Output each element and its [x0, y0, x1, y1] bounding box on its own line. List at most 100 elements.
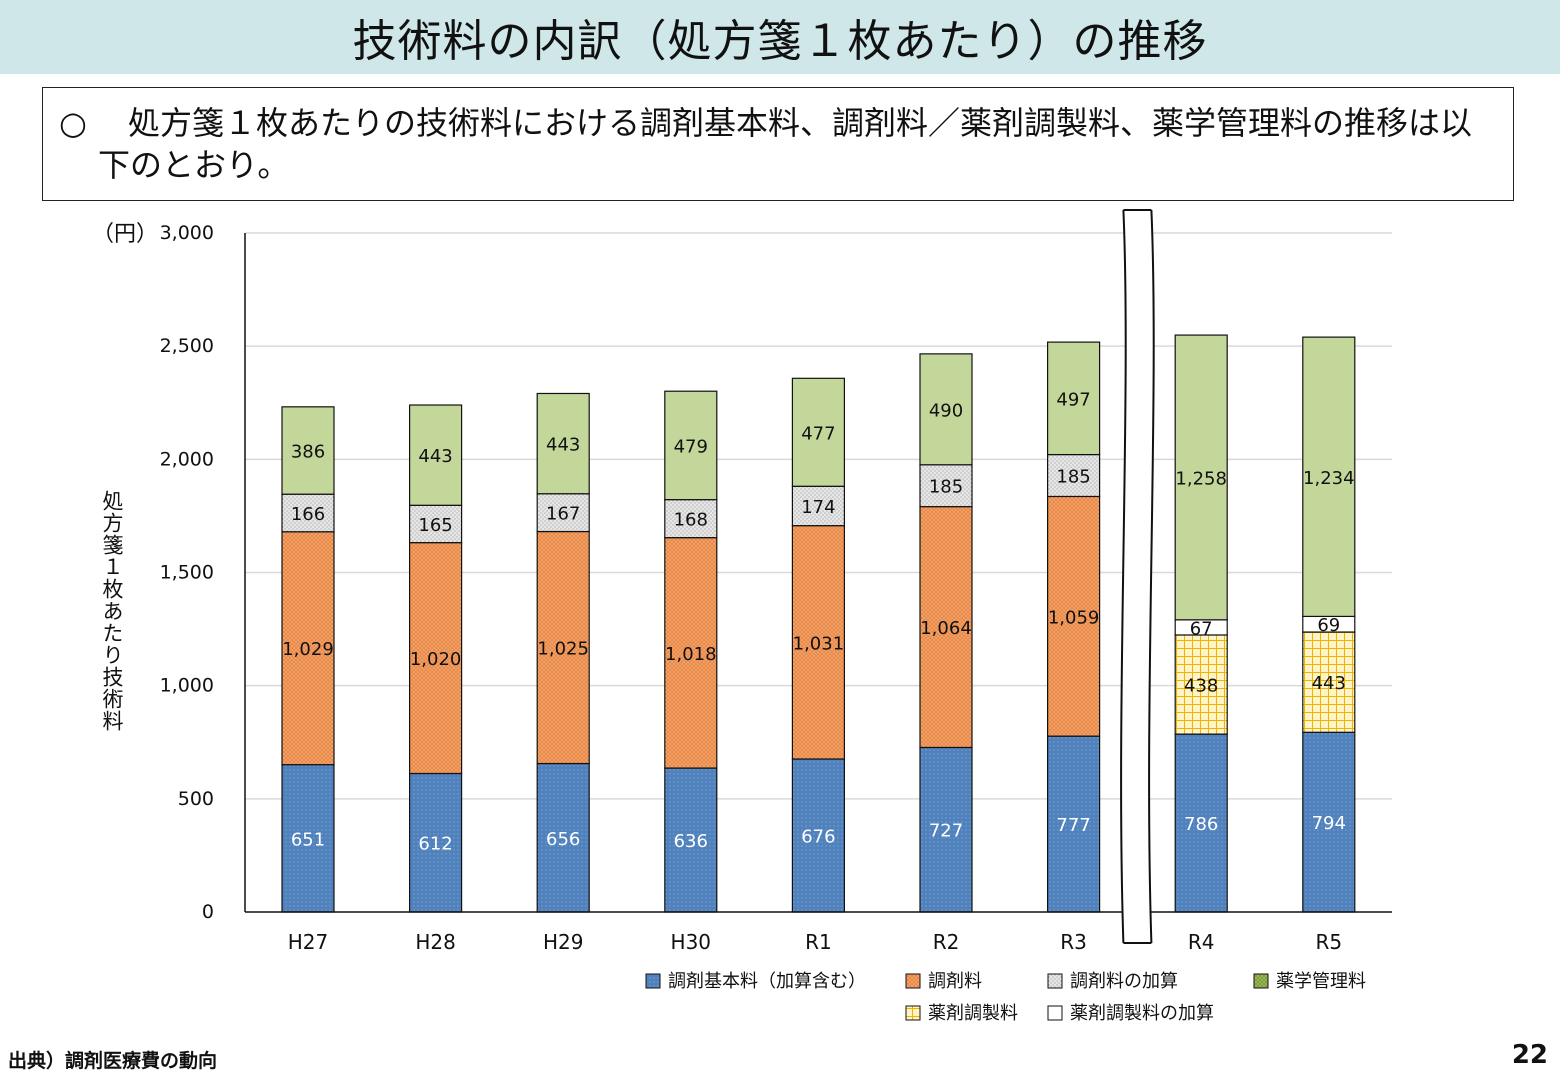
bar-mgmt-R5	[1302, 336, 1356, 618]
legend-swatch-dispensing_add	[1047, 973, 1063, 989]
x-tick-label: H29	[543, 930, 584, 954]
source-note: 出典）調剤医療費の動向	[8, 1050, 218, 1072]
data-label-dispensing-H29: 1,025	[537, 639, 589, 660]
bar-base-R4	[1174, 733, 1228, 913]
bar-dispensing-H30	[664, 537, 718, 769]
data-label-base-R5: 794	[1312, 813, 1346, 834]
data-label-base-H28: 612	[418, 834, 452, 855]
bullet-circle: ○	[59, 104, 87, 142]
data-label-mgmt-H27: 386	[291, 442, 325, 463]
data-label-dispensing_add-R3: 185	[1056, 467, 1090, 488]
legend-label-mgmt: 薬学管理料	[1276, 971, 1366, 992]
data-label-base-H29: 656	[546, 829, 580, 850]
stacked-bar-chart: 651 1,029 166 386 612 1,020 165 443 656 1,025 167 4…	[92, 209, 1392, 1024]
data-label-prep-R5: 443	[1312, 673, 1346, 694]
bar-base-R5	[1302, 731, 1356, 913]
data-label-dispensing-H28: 1,020	[410, 649, 462, 670]
data-label-base-H30: 636	[674, 831, 708, 852]
legend-swatch-prep_add	[1047, 1005, 1063, 1021]
legend-swatch-prep	[905, 1005, 921, 1021]
axis-break-band	[1121, 210, 1154, 943]
data-label-mgmt-R2: 490	[929, 400, 963, 421]
bar-base-R1	[791, 758, 846, 913]
bar-mgmt-R3	[1046, 341, 1101, 456]
y-tick-label: 1,000	[160, 675, 214, 697]
bar-base-R3	[1046, 735, 1101, 913]
data-label-base-R1: 676	[801, 826, 835, 847]
bar-dispensing_add-H28	[409, 504, 463, 544]
legend-label-dispensing_add: 調剤料の加算	[1070, 971, 1178, 992]
y-unit-label: （円）	[92, 222, 158, 247]
page-title: 技術料の内訳（処方箋１枚あたり）の推移	[352, 16, 1208, 67]
bar-base-H27	[281, 764, 335, 913]
axis-break-left-edge	[1120, 209, 1127, 944]
data-label-dispensing_add-H29: 167	[546, 504, 580, 525]
y-tick-label: 500	[178, 788, 214, 810]
bar-mgmt-R4	[1174, 334, 1228, 621]
data-label-dispensing_add-H30: 168	[674, 510, 708, 531]
x-tick-label: H27	[288, 930, 329, 954]
y-tick-label: 1,500	[160, 562, 214, 584]
bar-prep-R4	[1174, 634, 1228, 735]
bar-dispensing-R2	[919, 506, 973, 749]
data-label-mgmt-H29: 443	[546, 435, 580, 456]
data-label-mgmt-R4: 1,258	[1175, 468, 1227, 489]
bar-mgmt-R2	[919, 353, 973, 466]
legend-swatch-mgmt	[1253, 973, 1269, 989]
bar-dispensing-H28	[409, 542, 463, 775]
data-label-prep_add-R5: 69	[1317, 615, 1340, 636]
y-axis-title: 処方箋１枚あたり技術料	[100, 490, 124, 732]
data-label-base-R3: 777	[1056, 815, 1090, 836]
bar-mgmt-H29	[536, 392, 590, 495]
data-label-mgmt-R1: 477	[801, 423, 835, 444]
data-label-mgmt-R3: 497	[1056, 389, 1090, 410]
x-tick-label: R5	[1315, 930, 1342, 954]
y-tick-label: 2,000	[160, 448, 214, 470]
data-label-prep_add-R4: 67	[1190, 618, 1213, 639]
axis-break-right-edge	[1148, 209, 1155, 944]
legend-label-base: 調剤基本料（加算含む）	[668, 971, 866, 992]
data-label-dispensing_add-R1: 174	[801, 497, 835, 518]
bar-mgmt-H27	[281, 406, 335, 495]
data-label-dispensing-R2: 1,064	[920, 618, 972, 639]
data-label-mgmt-R5: 1,234	[1303, 468, 1355, 489]
legend-swatch-dispensing	[905, 973, 921, 989]
data-label-dispensing-R3: 1,059	[1048, 607, 1100, 628]
summary-text: 処方箋１枚あたりの技術料における調剤基本料、調剤料／薬剤調製料、薬学管理料の推移…	[98, 104, 1473, 184]
bar-mgmt-H30	[664, 390, 718, 501]
data-label-dispensing_add-H28: 165	[418, 515, 452, 536]
x-tick-label: R2	[933, 930, 960, 954]
x-tick-label: H28	[415, 930, 456, 954]
legend-swatch-base	[645, 973, 661, 989]
bar-dispensing_add-R2	[919, 464, 973, 508]
bar-dispensing-R3	[1046, 495, 1101, 737]
bar-base-R2	[919, 746, 973, 913]
data-label-dispensing-H27: 1,029	[282, 639, 334, 660]
data-label-dispensing_add-H27: 166	[291, 504, 325, 525]
legend-label-dispensing: 調剤料	[928, 971, 982, 992]
y-tick-label: 2,500	[160, 335, 214, 357]
legend-label-prep_add: 薬剤調製料の加算	[1070, 1003, 1214, 1024]
data-label-base-H27: 651	[291, 829, 325, 850]
page-number: 22	[1511, 1040, 1548, 1070]
data-label-base-R4: 786	[1184, 814, 1218, 835]
summary-box: ○ 処方箋１枚あたりの技術料における調剤基本料、調剤料／薬剤調製料、薬学管理料の…	[42, 87, 1514, 201]
data-label-prep-R4: 438	[1184, 676, 1218, 697]
y-tick-label: 3,000	[160, 222, 214, 244]
bar-base-H30	[664, 767, 718, 913]
bar-mgmt-R1	[791, 377, 846, 487]
data-label-mgmt-H30: 479	[674, 436, 708, 457]
x-tick-label: R3	[1060, 930, 1087, 954]
x-tick-label: R4	[1188, 930, 1215, 954]
x-tick-label: H30	[671, 930, 712, 954]
data-label-dispensing-H30: 1,018	[665, 644, 717, 665]
y-tick-label: 0	[202, 901, 214, 923]
x-tick-label: R1	[805, 930, 832, 954]
bar-mgmt-H28	[409, 404, 463, 506]
title-bar: 技術料の内訳（処方箋１枚あたり）の推移	[0, 0, 1560, 74]
legend-label-prep: 薬剤調製料	[928, 1003, 1018, 1024]
data-label-mgmt-H28: 443	[418, 446, 452, 467]
data-label-dispensing_add-R2: 185	[929, 477, 963, 498]
data-label-base-R2: 727	[929, 821, 963, 842]
bar-dispensing_add-R1	[791, 485, 846, 527]
